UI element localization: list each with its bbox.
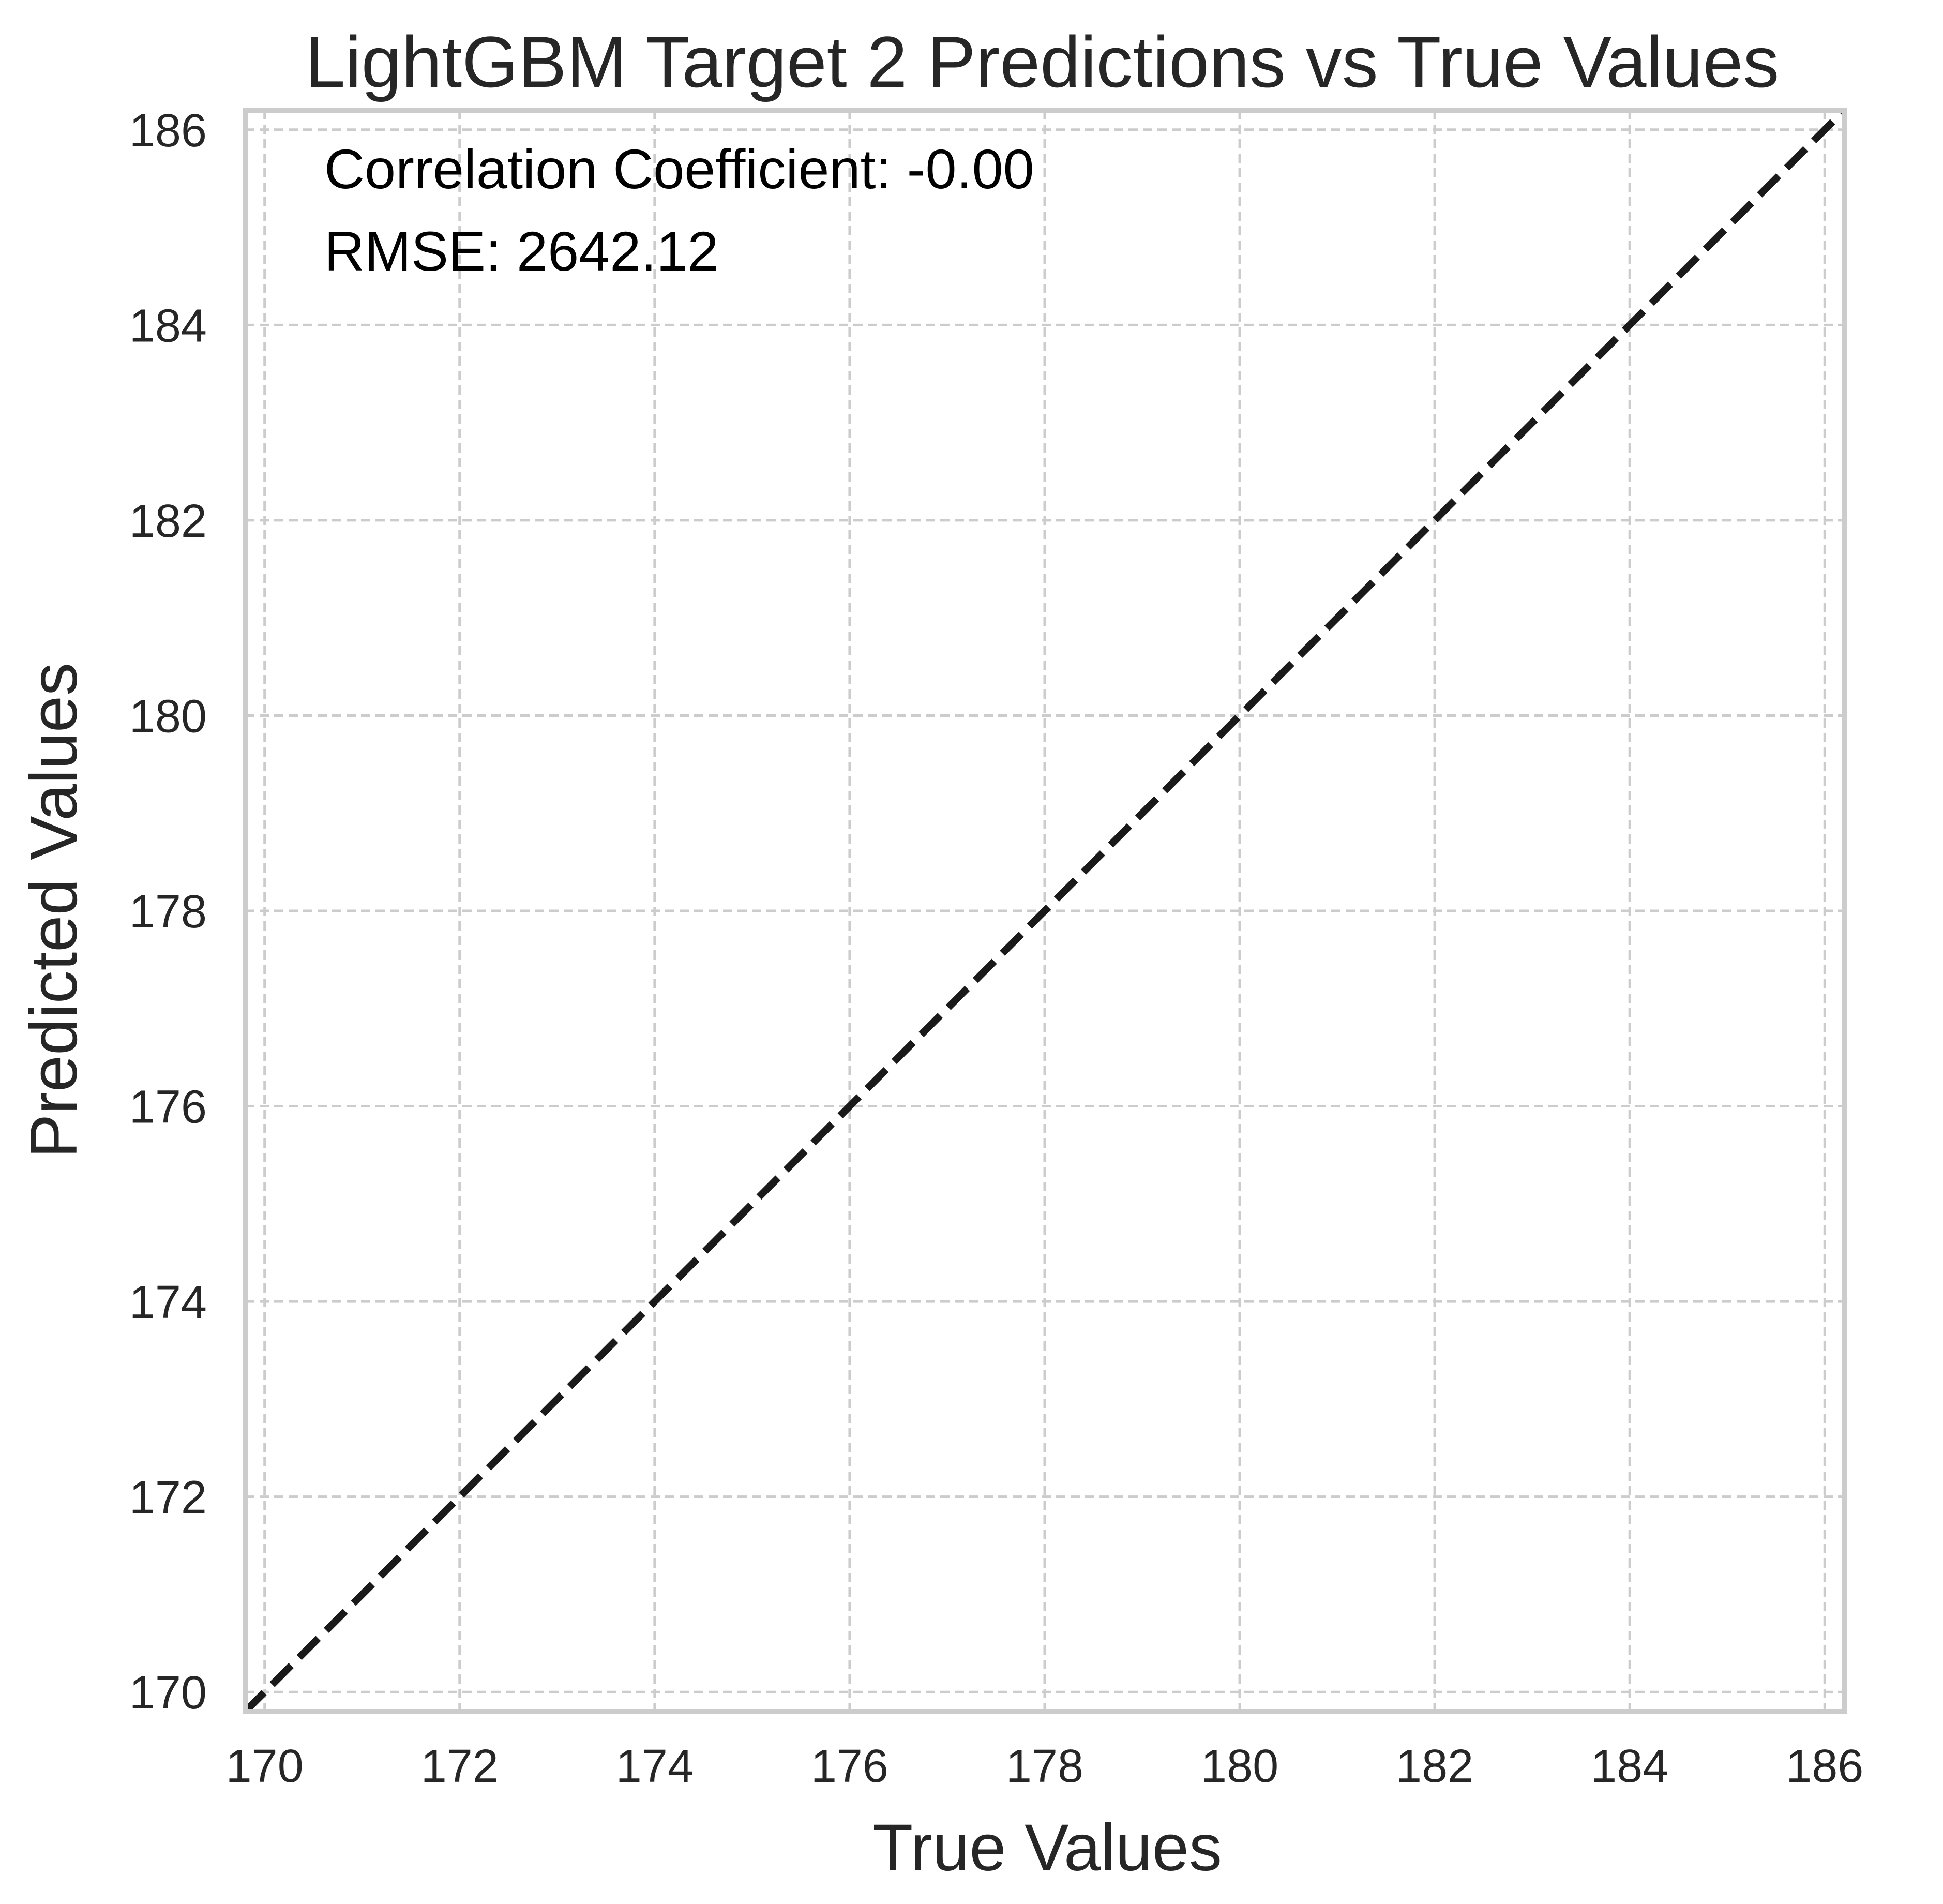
x-tick-label: 178 <box>1006 1741 1083 1792</box>
x-tick-label: 180 <box>1201 1741 1278 1792</box>
x-tick-label: 176 <box>811 1741 888 1792</box>
x-tick-label: 172 <box>421 1741 499 1792</box>
correlation-annotation: Correlation Coefficient: -0.00 <box>324 138 1034 200</box>
y-tick-label: 176 <box>129 1082 207 1133</box>
x-axis-label: True Values <box>872 1811 1222 1885</box>
y-tick-label: 170 <box>129 1667 207 1719</box>
y-axis-label: Predicted Values <box>17 663 91 1158</box>
y-tick-label: 186 <box>129 105 207 157</box>
x-tick-labels: 170 172 174 176 178 180 182 184 186 <box>226 1741 1864 1792</box>
y-tick-label: 174 <box>129 1277 207 1328</box>
y-tick-label: 178 <box>129 886 207 938</box>
x-tick-label: 182 <box>1396 1741 1473 1792</box>
series-layer <box>243 108 1847 1714</box>
x-tick-label: 184 <box>1591 1741 1668 1792</box>
identity-line <box>243 108 1847 1714</box>
x-tick-label: 174 <box>616 1741 694 1792</box>
y-tick-label: 184 <box>129 300 207 352</box>
rmse-annotation: RMSE: 2642.12 <box>324 220 718 282</box>
x-tick-label: 170 <box>226 1741 304 1792</box>
plot-frame <box>243 108 1847 1714</box>
y-tick-label: 180 <box>129 691 207 742</box>
x-tick-label: 186 <box>1786 1741 1863 1792</box>
y-tick-labels: 170 172 174 176 178 180 182 184 186 <box>129 105 207 1719</box>
y-tick-label: 182 <box>129 496 207 547</box>
chart-title: LightGBM Target 2 Predictions vs True Va… <box>305 21 1780 102</box>
y-tick-label: 172 <box>129 1472 207 1524</box>
